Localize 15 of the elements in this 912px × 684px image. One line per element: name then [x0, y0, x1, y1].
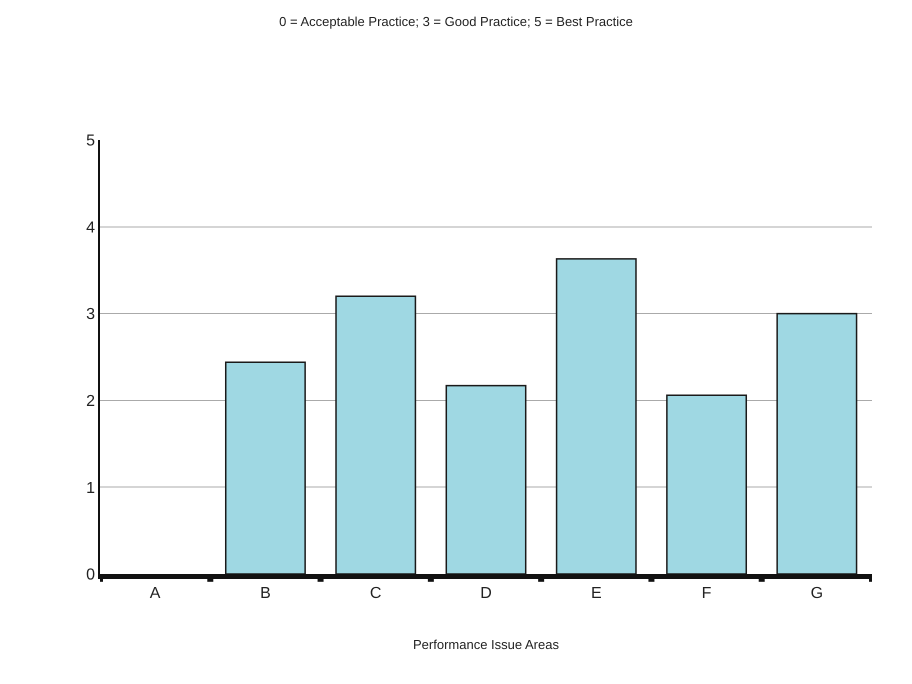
x-axis-title: Performance Issue Areas — [413, 636, 560, 652]
y-tick-label: 4 — [86, 219, 96, 236]
x-tick-label: A — [150, 585, 161, 602]
x-tick-label: C — [370, 585, 382, 602]
x-tick-label: G — [810, 585, 824, 602]
y-tick-label: 1 — [86, 480, 96, 497]
y-tick-label: 3 — [86, 306, 96, 324]
y-tick-label: 0 — [86, 566, 96, 584]
y-tick-label: 5 — [86, 132, 96, 150]
x-tick-label: D — [480, 585, 492, 602]
chart-title: 0 = Acceptable Practice; 3 = Good Practice; 5 = Best Practice — [279, 14, 633, 30]
x-tick-label: B — [260, 585, 271, 602]
x-tick-label: E — [590, 585, 602, 602]
x-tick-label: F — [702, 585, 712, 602]
y-tick-label: 2 — [86, 393, 96, 410]
